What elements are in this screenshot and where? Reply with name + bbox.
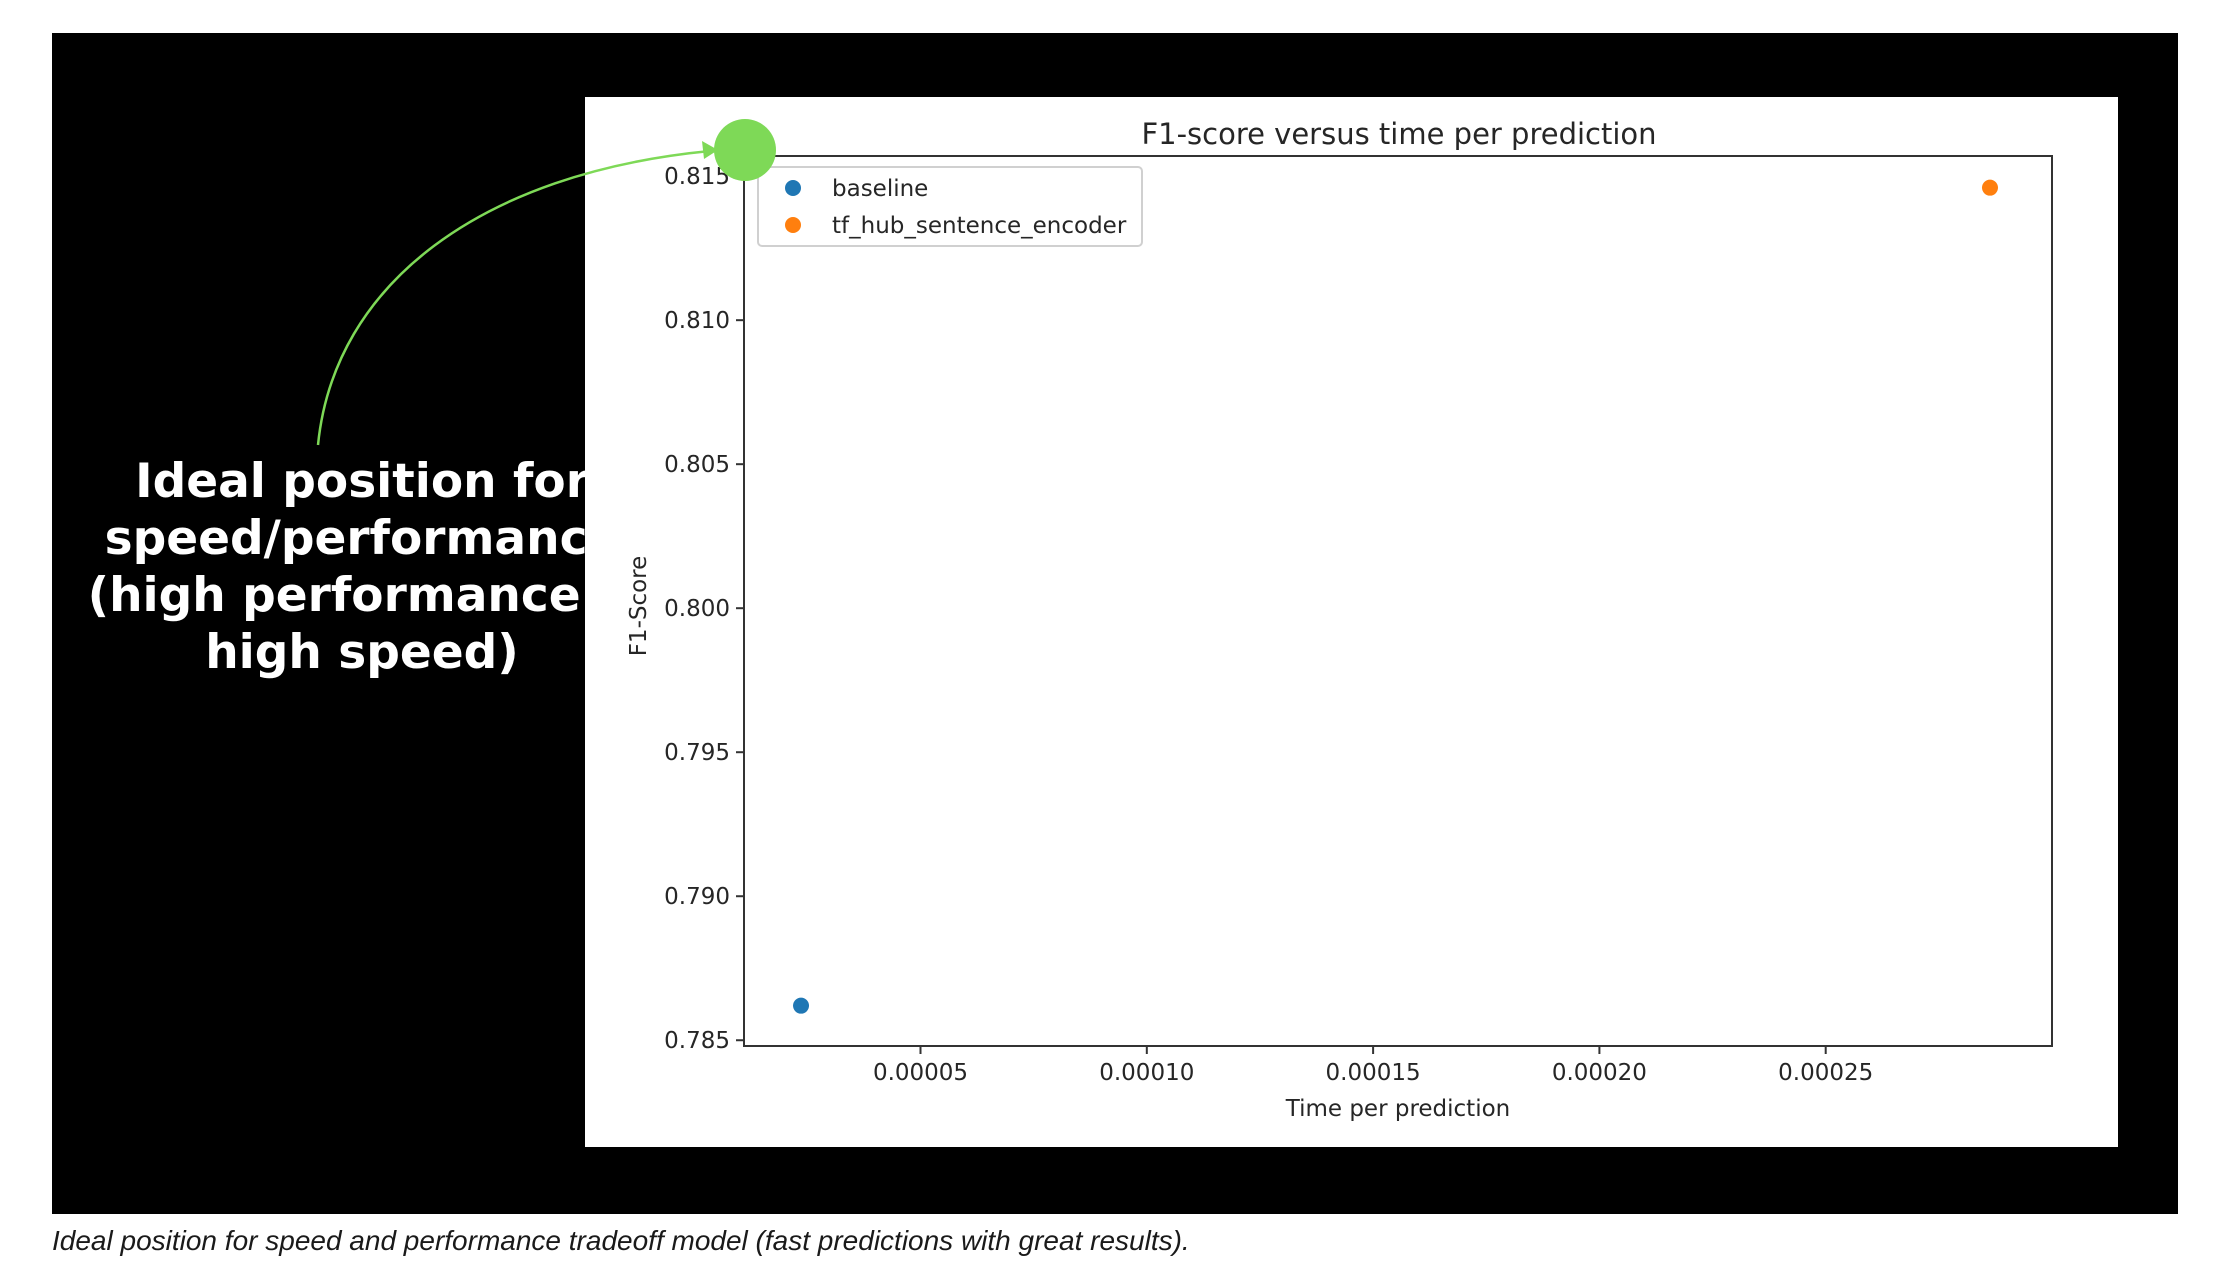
legend-marker: [785, 180, 801, 196]
x-tick-label: 0.00015: [1326, 1060, 1421, 1086]
data-point-baseline: [793, 997, 810, 1014]
y-tick-label: 0.800: [664, 596, 730, 622]
figure-caption: Ideal position for speed and performance…: [52, 1225, 1190, 1256]
annotation-line-2: speed/performance: [104, 511, 620, 566]
arrow-head: [702, 141, 718, 159]
x-axis-label: Time per prediction: [1285, 1096, 1511, 1122]
x-tick-label: 0.00025: [1778, 1060, 1873, 1086]
data-points: [793, 179, 1998, 1014]
annotation-arrow: [316, 149, 711, 446]
y-tick-label: 0.805: [664, 452, 730, 478]
legend-label: baseline: [832, 176, 928, 202]
y-tick-label: 0.795: [664, 740, 730, 766]
y-axis: 0.785 0.790 0.795 0.800 0.805 0.810 0.815: [664, 164, 744, 1054]
chart-canvas: [585, 97, 2118, 1147]
x-axis: 0.00005 0.00010 0.00015 0.00020 0.00025: [873, 1046, 1873, 1086]
y-axis-label: F1-Score: [626, 556, 652, 657]
plot-frame: [743, 155, 2053, 1047]
data-point-tf-hub-sentence-encoder: [1981, 179, 1998, 196]
ideal-position-marker: [714, 119, 776, 181]
legend-label: tf_hub_sentence_encoder: [832, 213, 1127, 239]
y-tick-label: 0.785: [664, 1028, 730, 1054]
legend-marker: [785, 217, 801, 233]
x-tick-label: 0.00010: [1099, 1060, 1194, 1086]
legend: baseline tf_hub_sentence_encoder: [757, 166, 1143, 247]
figure-svg: F1-score versus time per prediction 0.78…: [52, 33, 2178, 1214]
y-tick-label: 0.815: [664, 164, 730, 190]
annotation-line-4: high speed): [205, 625, 519, 680]
annotation-text: Ideal position for speed/performance (hi…: [82, 453, 642, 681]
figure-panel: F1-score versus time per prediction 0.78…: [52, 33, 2178, 1214]
x-tick-label: 0.00005: [873, 1060, 968, 1086]
y-tick-label: 0.810: [664, 308, 730, 334]
y-tick-label: 0.790: [664, 884, 730, 910]
x-tick-label: 0.00020: [1552, 1060, 1647, 1086]
chart-title: F1-score versus time per prediction: [1141, 117, 1656, 151]
legend-box: [757, 166, 1143, 247]
annotation-line-1: Ideal position for: [135, 454, 589, 509]
annotation-line-3: (high performance +: [87, 568, 637, 623]
